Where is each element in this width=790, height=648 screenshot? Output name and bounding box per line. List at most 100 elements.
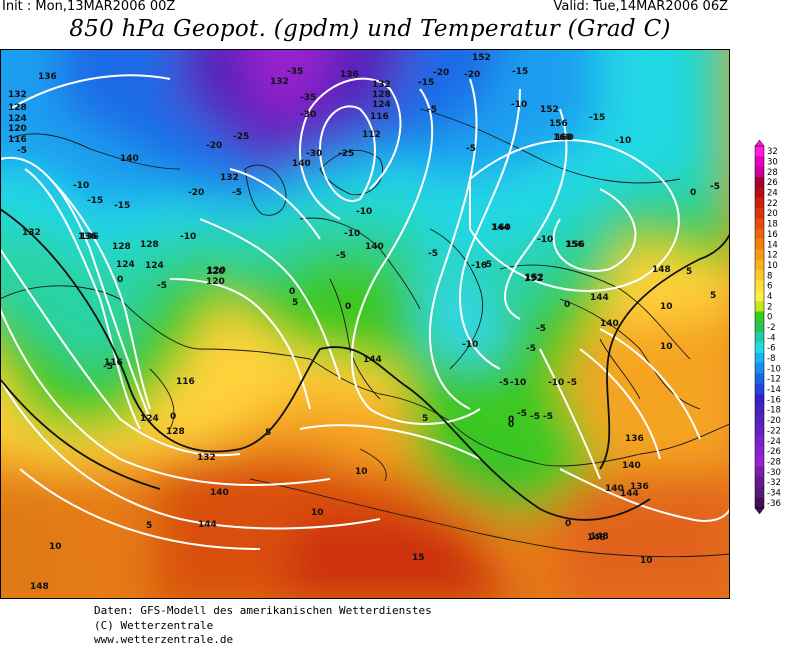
colorbar-tick-label: -18 bbox=[767, 406, 781, 416]
temperature-label: 0 bbox=[117, 275, 123, 285]
temperature-label: -5 bbox=[466, 144, 476, 154]
colorbar-tick-label: 8 bbox=[767, 271, 772, 281]
geopotential-label: 136 bbox=[625, 434, 644, 444]
temperature-label: -5 bbox=[336, 251, 346, 261]
colorbar-swatch bbox=[755, 373, 764, 385]
colorbar-swatch bbox=[755, 394, 764, 405]
temperature-label: -10 bbox=[462, 340, 478, 350]
colorbar-tick-label: -2 bbox=[767, 323, 775, 333]
colorbar-swatch bbox=[755, 270, 764, 281]
geopotential-label: 144 bbox=[590, 293, 609, 303]
geopotential-label: 144 bbox=[491, 223, 510, 233]
colorbar-swatch bbox=[755, 497, 764, 509]
colorbar-swatch bbox=[755, 332, 764, 343]
geopotential-label: 148 bbox=[587, 533, 606, 543]
temperature-field: 136 132 128 124 120 116 140 136 132 140 … bbox=[0, 49, 730, 599]
colorbar-swatch bbox=[755, 414, 764, 426]
temperature-label: 0 bbox=[564, 300, 570, 310]
colorbar-tick-label: -14 bbox=[767, 385, 781, 395]
geopotential-label: 148 bbox=[590, 532, 609, 542]
geopotential-label: 144 bbox=[620, 489, 639, 499]
temperature-label: -20 bbox=[433, 68, 449, 78]
colorbar-swatch bbox=[755, 352, 764, 364]
temperature-label: -10 bbox=[511, 100, 527, 110]
geopotential-label: 124 bbox=[140, 414, 159, 424]
colorbar-swatch bbox=[755, 290, 764, 302]
colorbar-tick-label: -26 bbox=[767, 447, 781, 457]
temperature-label: 5 bbox=[265, 428, 271, 438]
temperature-label: -15 bbox=[87, 196, 103, 206]
temperature-label: -5 bbox=[517, 409, 527, 419]
map-border bbox=[0, 49, 730, 599]
temperature-label: -5 bbox=[17, 146, 27, 156]
temperature-label: -10 bbox=[537, 235, 553, 245]
colorbar-swatch bbox=[755, 466, 764, 478]
temperature-label: -5 bbox=[543, 412, 553, 422]
colorbar-swatch bbox=[755, 218, 764, 230]
colorbar-tick-label: 28 bbox=[767, 168, 778, 178]
temperature-label: -10 bbox=[615, 136, 631, 146]
map-title: 850 hPa Geopot. (gpdm) und Temperatur (G… bbox=[69, 16, 671, 42]
geopotential-label: 140 bbox=[600, 319, 619, 329]
temperature-label: -10 bbox=[180, 232, 196, 242]
geopotential-label: 136 bbox=[340, 70, 359, 80]
colorbar-swatch bbox=[755, 228, 764, 240]
temperature-label: 0 bbox=[565, 519, 571, 529]
temperature-label: -30 bbox=[306, 149, 322, 159]
geopotential-label: 116 bbox=[104, 358, 123, 368]
coastlines bbox=[0, 108, 730, 558]
colorbar-swatch bbox=[755, 146, 764, 157]
colorbar-swatch bbox=[755, 280, 764, 292]
colorbar-tick-label: -12 bbox=[767, 375, 781, 385]
geopotential-label: 140 bbox=[292, 159, 311, 169]
colorbar-tick-label: -20 bbox=[767, 416, 781, 426]
geopotential-label: 120 bbox=[206, 267, 225, 277]
geopotential-label: 132 bbox=[22, 228, 41, 238]
credit-source: Daten: GFS-Modell des amerikanischen Wet… bbox=[94, 604, 432, 617]
geopotential-label: 128 bbox=[140, 240, 159, 250]
init-time-label: Init : Mon,13MAR2006 00Z bbox=[2, 0, 176, 14]
temperature-label: 10 bbox=[49, 542, 62, 552]
geopotential-label: 124 bbox=[116, 260, 135, 270]
colorbar-tick-label: 30 bbox=[767, 158, 778, 168]
temperature-label: 5 bbox=[146, 521, 152, 531]
colorbar-swatch bbox=[755, 476, 764, 488]
colorbar-swatch bbox=[755, 301, 764, 312]
temperature-label: 0 bbox=[170, 412, 176, 422]
colorbar-tick-label: -10 bbox=[767, 364, 781, 374]
temperature-label: -15 bbox=[418, 78, 434, 88]
colorbar-swatch bbox=[755, 456, 764, 467]
geopotential-label: 160 bbox=[555, 133, 574, 143]
geopotential-label: 132 bbox=[197, 453, 216, 463]
geopotential-label: 116 bbox=[370, 112, 389, 122]
colorbar-tick-label: 22 bbox=[767, 199, 778, 209]
geopotential-label: 132 bbox=[8, 90, 27, 100]
temperature-label: -5 bbox=[526, 344, 536, 354]
temperature-label: -5 bbox=[536, 324, 546, 334]
temperature-label: 5 bbox=[686, 267, 692, 277]
temperature-label: 5 bbox=[710, 291, 716, 301]
geopotential-label: 128 bbox=[372, 90, 391, 100]
colorbar-swatch bbox=[755, 208, 764, 219]
temperature-label: -25 bbox=[233, 132, 249, 142]
temperature-label: 0 bbox=[289, 287, 295, 297]
geopotential-label: 120 bbox=[206, 277, 225, 287]
geopotential-label: 140 bbox=[365, 242, 384, 252]
temperature-label: -5 bbox=[567, 378, 577, 388]
colorbar-tick-label: -22 bbox=[767, 426, 781, 436]
colorbar-swatch bbox=[755, 435, 764, 447]
geopotential-label: 148 bbox=[652, 265, 671, 275]
geopotential-label: 124 bbox=[8, 114, 27, 124]
colorbar-swatch bbox=[755, 259, 764, 271]
temperature-label: 10 bbox=[660, 302, 673, 312]
colorbar-tick-label: -6 bbox=[767, 344, 775, 354]
colorbar-tick-label: -30 bbox=[767, 468, 781, 478]
geopotential-label: 132 bbox=[220, 173, 239, 183]
colorbar-tick-label: 6 bbox=[767, 282, 772, 292]
valid-time-label: Valid: Tue,14MAR2006 06Z bbox=[553, 0, 728, 14]
temperature-label: -15 bbox=[589, 113, 605, 123]
temperature-label: 0 bbox=[345, 302, 351, 312]
temperature-label: -5 bbox=[428, 249, 438, 259]
temperature-label: 10 bbox=[311, 508, 324, 518]
temperature-label: -20 bbox=[188, 188, 204, 198]
